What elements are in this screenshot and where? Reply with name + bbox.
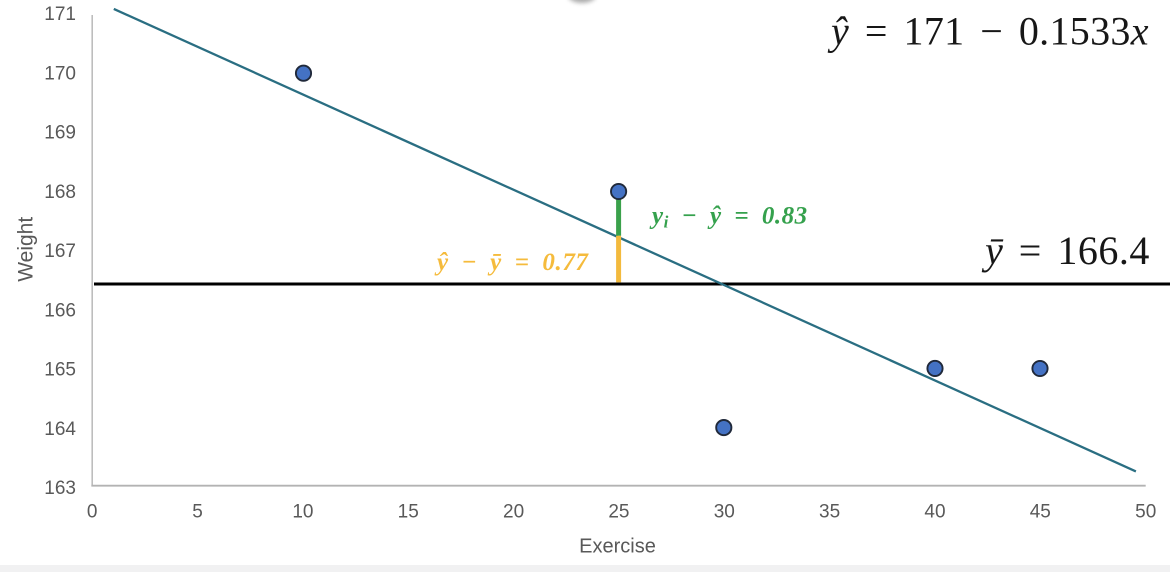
- svg-text:165: 165: [44, 360, 76, 381]
- svg-text:169: 169: [44, 123, 76, 144]
- svg-text:15: 15: [398, 502, 419, 523]
- svg-text:ŷ = 171 − 0.1533x: ŷ = 171 − 0.1533x: [827, 8, 1149, 53]
- svg-text:170: 170: [44, 63, 76, 84]
- svg-text:171: 171: [44, 4, 76, 25]
- svg-text:10: 10: [292, 502, 313, 523]
- svg-text:20: 20: [503, 502, 524, 523]
- svg-text:5: 5: [192, 502, 203, 523]
- svg-text:30: 30: [714, 502, 735, 523]
- svg-text:ŷ − ȳ = 0.77: ŷ − ȳ = 0.77: [434, 249, 589, 276]
- svg-text:167: 167: [44, 241, 76, 262]
- svg-text:166: 166: [44, 300, 76, 321]
- svg-text:164: 164: [44, 419, 76, 440]
- svg-text:40: 40: [924, 502, 945, 523]
- svg-text:35: 35: [819, 502, 840, 523]
- svg-text:yi − ŷ = 0.83: yi − ŷ = 0.83: [649, 203, 808, 232]
- svg-text:50: 50: [1135, 502, 1156, 523]
- svg-text:Weight: Weight: [15, 217, 38, 282]
- svg-text:163: 163: [44, 478, 76, 499]
- svg-text:0: 0: [87, 502, 98, 523]
- svg-text:25: 25: [608, 502, 629, 523]
- svg-text:45: 45: [1030, 502, 1051, 523]
- svg-text:168: 168: [44, 182, 76, 203]
- svg-text:Exercise: Exercise: [579, 536, 656, 558]
- svg-text:ȳ = 166.4: ȳ = 166.4: [981, 228, 1150, 273]
